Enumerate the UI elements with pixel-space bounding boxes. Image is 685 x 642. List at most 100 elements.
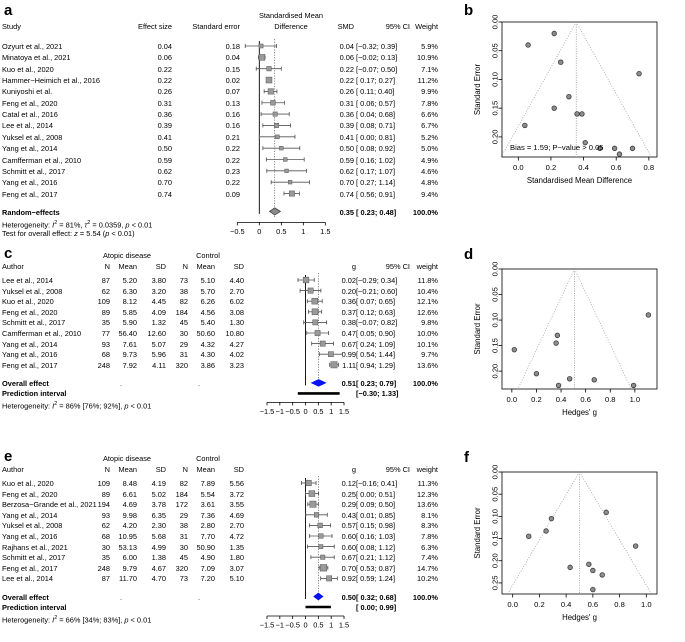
forest-box	[311, 298, 318, 305]
row-author: Rajhans et al., 2021	[2, 542, 68, 552]
funnel-point	[645, 312, 652, 318]
row-n2: 38	[179, 521, 188, 531]
y-tick-label: 0.25	[491, 576, 500, 591]
panel-f-label: f	[464, 449, 469, 466]
row-mean1: 9.79	[122, 563, 137, 573]
row-g: 0.37	[341, 307, 356, 317]
header-sd1: SD	[155, 465, 166, 474]
header-effect-size: Effect size	[138, 22, 172, 31]
row-weight: 9.7%	[421, 350, 438, 360]
axis-tick-label: −0.5	[285, 621, 300, 630]
row-sd1: 4.09	[151, 307, 166, 317]
row-n1: 248	[97, 563, 110, 573]
forest-box	[309, 500, 317, 508]
header-plot-title-line1: Standardised Mean	[258, 11, 324, 20]
row-sd2: 4.27	[229, 339, 244, 349]
row-effect-size: 0.59	[157, 155, 172, 165]
funnel-point	[603, 509, 609, 516]
forest-box	[318, 533, 324, 539]
row-author: Yuksel et al., 2008	[2, 286, 63, 296]
panel-d: d 0.0 0.2 0.4 0.6 0.8 1.0 0.00 0.05 0.10 0.15 0.20…	[440, 245, 685, 445]
y-tick-label: 0.05	[491, 487, 500, 502]
row-mean2: 3.61	[200, 500, 215, 510]
summary-ci: [ 0.23; 0.48]	[356, 207, 397, 217]
row-author: Kuo et al., 2020	[2, 479, 54, 488]
y-tick-label: 0.20	[491, 130, 500, 145]
summary-label: Random−effects	[2, 207, 60, 217]
row-mean1: 11.70	[119, 574, 137, 584]
row-ci: [−0.32; 0.39]	[356, 42, 398, 51]
row-n2: 184	[175, 489, 188, 499]
y-tick-label: 0.00	[491, 465, 500, 480]
row-sd1: 4.11	[152, 360, 166, 370]
y-tick-label: 0.05	[491, 43, 500, 58]
row-smd: 0.39	[339, 121, 354, 131]
row-sd2: 5.56	[229, 479, 244, 488]
row-smd: 0.74	[339, 189, 354, 199]
row-weight: 11.3%	[417, 479, 438, 488]
y-tick-label: 0.00	[491, 262, 500, 277]
row-weight: 8.1%	[421, 510, 438, 520]
row-mean1: 4.20	[122, 521, 137, 531]
row-sd2: 3.55	[229, 500, 244, 510]
row-author: Yang et al., 2016	[2, 532, 58, 541]
row-smd: 0.36	[339, 110, 354, 120]
row-weight: 10.2%	[417, 574, 438, 584]
row-ci: [ 0.04; 0.68]	[356, 110, 396, 120]
row-smd: 0.70	[339, 178, 354, 188]
overall-effect-test: Test for overall effect: z = 5.54 (p < 0…	[2, 228, 135, 238]
row-ci: [ 0.15; 0.98]	[356, 521, 396, 531]
row-sd2: 5.10	[229, 574, 244, 584]
funnel-right-bound	[575, 21, 652, 158]
row-ci: [ 0.09; 0.50]	[356, 500, 396, 510]
prediction-ci: [ 0.00; 0.99]	[356, 603, 397, 612]
row-n1: 68	[101, 350, 110, 360]
overall-label: Overall effect	[2, 592, 49, 602]
header-sd2: SD	[233, 262, 244, 271]
funnel-point	[555, 382, 562, 389]
overall-dot1: .	[120, 378, 123, 388]
row-standard-error: 0.15	[225, 64, 240, 74]
row-sd2: 3.08	[229, 307, 244, 317]
axis-tick-label: 1.5	[320, 227, 330, 236]
header-group-control: Control	[196, 454, 220, 463]
row-sd2: 6.02	[229, 297, 244, 307]
row-ci: [ 0.56; 0.91]	[356, 189, 396, 199]
row-mean2: 2.80	[200, 521, 215, 531]
row-effect-size: 0.39	[157, 121, 172, 131]
funnel-point	[586, 561, 592, 567]
heterogeneity-text: Heterogeneity: I2 = 81%, τ2 = 0.0359, p …	[2, 219, 153, 230]
panel-d-funnel-plot: 0.0 0.2 0.4 0.6 0.8 1.0 0.00 0.05 0.10 0.15 0.20 He…	[473, 262, 658, 417]
row-mean2: 4.56	[200, 307, 215, 317]
row-g: 0.36	[341, 297, 356, 307]
row-weight: 10.0%	[417, 329, 438, 338]
panel-d-label: d	[464, 246, 474, 263]
row-sd1: 12.60	[147, 329, 167, 338]
x-tick-label: 0.8	[605, 395, 616, 404]
axis-tick-label: 1	[329, 621, 333, 630]
overall-dot2: .	[198, 592, 201, 602]
funnel-point	[597, 145, 603, 152]
row-mean1: 10.95	[118, 532, 138, 541]
funnel-point	[543, 528, 549, 534]
row-author: Feng et al., 2020	[2, 489, 58, 499]
overall-diamond	[310, 379, 327, 387]
row-n2: 73	[179, 276, 188, 285]
x-tick-label: 0.6	[580, 395, 591, 404]
row-weight: 11.8%	[417, 276, 438, 285]
row-mean1: 6.30	[122, 286, 137, 296]
panel-f: f 0.0 0.2 0.4 0.6 0.8 1.0 0.00 0.05 0.10 0.15 0.20…	[440, 448, 685, 642]
row-n2: 45	[179, 553, 188, 563]
x-tick-label: 1.0	[630, 395, 641, 404]
funnel-point	[636, 71, 642, 77]
row-mean1: 6.00	[122, 553, 137, 563]
row-n1: 93	[101, 339, 110, 349]
y-tick-label: 0.10	[491, 509, 500, 524]
overall-weight: 100.0%	[412, 592, 438, 602]
row-ci: [−0.07; 0.82]	[356, 318, 398, 328]
row-study: Hammer−Heimich et al., 2016	[2, 76, 100, 86]
row-ci: [ 0.16; 1.03]	[356, 532, 396, 541]
row-effect-size: 0.36	[157, 110, 172, 120]
row-weight: 8.3%	[421, 521, 438, 531]
row-study: Yang et al., 2016	[2, 178, 58, 188]
